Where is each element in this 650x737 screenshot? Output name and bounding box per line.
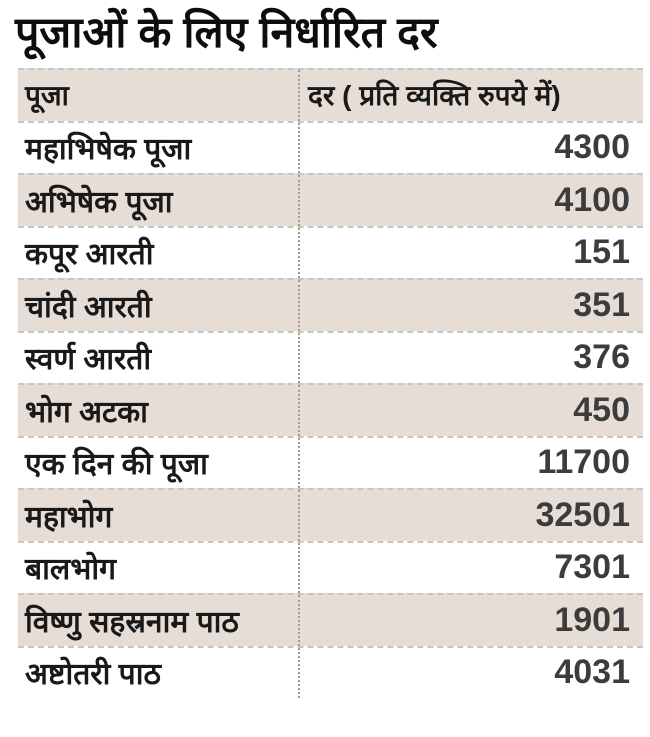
puja-rate-cell: 376 [298, 332, 643, 383]
puja-name-cell: चांदी आरती [25, 290, 152, 324]
puja-rate-cell: 450 [298, 385, 643, 436]
table-row: महाभोग 32501 [18, 488, 643, 541]
puja-rate-cell: 1901 [298, 595, 643, 646]
puja-name-cell: बालभोग [25, 553, 116, 587]
table-row: बालभोग 7301 [18, 540, 643, 593]
table-body: महाभिषेक पूजा 4300 अभिषेक पूजा 4100 कपूर… [18, 120, 643, 698]
puja-rate-cell: 11700 [298, 437, 643, 488]
column-header-puja: पूजा [25, 80, 69, 112]
table-row: स्वर्ण आरती 376 [18, 330, 643, 383]
rates-table: पूजा दर ( प्रति व्यक्ति रुपये में) महाभि… [18, 68, 643, 698]
puja-rate-cell: 151 [298, 227, 643, 278]
page-title: पूजाओं के लिए निर्धारित दर [15, 9, 438, 57]
table-row: कपूर आरती 151 [18, 225, 643, 278]
table-row: महाभिषेक पूजा 4300 [18, 120, 643, 173]
puja-rate-cell: 351 [298, 280, 643, 331]
table-header-row: पूजा दर ( प्रति व्यक्ति रुपये में) [18, 68, 643, 121]
puja-name-cell: अभिषेक पूजा [25, 185, 173, 219]
puja-name-cell: अष्टोतरी पाठ [25, 658, 161, 692]
puja-rate-cell: 4300 [298, 122, 643, 173]
puja-rate-cell: 7301 [298, 542, 643, 593]
column-header-rate: दर ( प्रति व्यक्ति रुपये में) [298, 70, 643, 121]
puja-name-cell: एक दिन की पूजा [25, 448, 208, 482]
puja-name-cell: महाभिषेक पूजा [25, 133, 192, 167]
puja-rate-cell: 4031 [298, 647, 643, 698]
puja-name-cell: कपूर आरती [25, 238, 154, 272]
puja-name-cell: स्वर्ण आरती [25, 343, 152, 377]
puja-name-cell: विष्णु सहस्रनाम पाठ [25, 605, 239, 639]
table-row: चांदी आरती 351 [18, 278, 643, 331]
puja-rate-cell: 4100 [298, 175, 643, 226]
table-row: अष्टोतरी पाठ 4031 [18, 645, 643, 698]
table-row: अभिषेक पूजा 4100 [18, 173, 643, 226]
table-row: एक दिन की पूजा 11700 [18, 435, 643, 488]
puja-name-cell: महाभोग [25, 500, 113, 534]
puja-rate-cell: 32501 [298, 490, 643, 541]
table-row: विष्णु सहस्रनाम पाठ 1901 [18, 593, 643, 646]
puja-name-cell: भोग अटका [25, 395, 148, 429]
table-row: भोग अटका 450 [18, 383, 643, 436]
